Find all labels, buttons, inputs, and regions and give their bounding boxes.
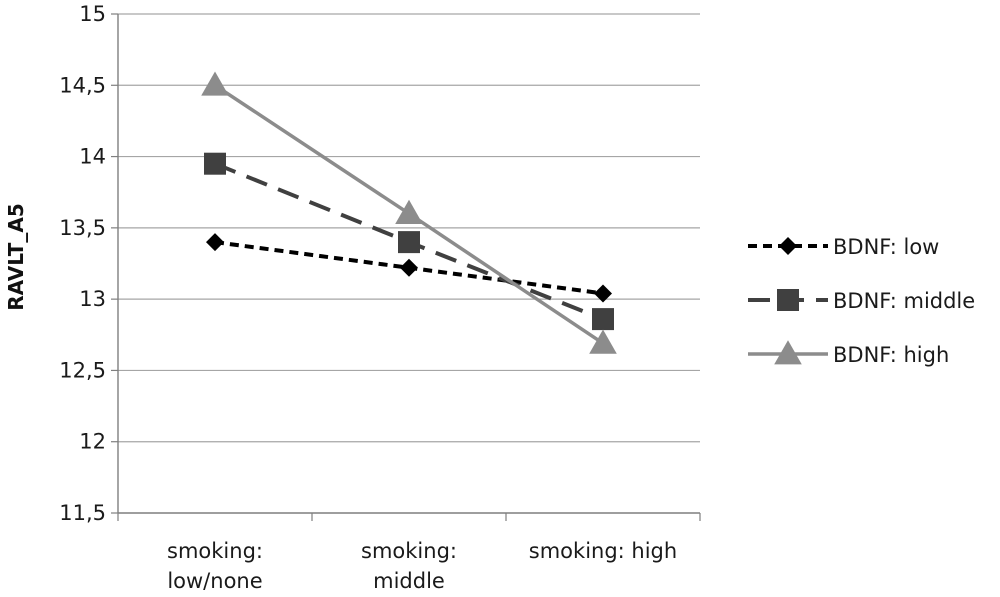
axes (111, 13, 701, 521)
y-tick-label: 13 (79, 287, 106, 311)
data-point (398, 231, 420, 254)
legend-item: BDNF: high (748, 340, 949, 367)
x-category-label: smoking: middle (361, 539, 457, 593)
y-tick-label: 15 (79, 2, 106, 26)
y-tick-label: 12 (79, 430, 106, 454)
gridlines (118, 13, 700, 443)
y-axis-label: RAVLT_A5 (4, 203, 28, 310)
legend: BDNF: low BDNF: middle BDNF: high (748, 235, 975, 367)
data-point (594, 284, 612, 303)
data-point (589, 329, 617, 354)
legend-label: BDNF: middle (833, 289, 975, 313)
y-tick-label: 11,5 (59, 501, 106, 525)
legend-label: BDNF: low (833, 235, 939, 259)
legend-item: BDNF: middle (748, 289, 975, 313)
data-point (592, 308, 614, 331)
data-point (395, 199, 423, 224)
x-category-label: smoking: low/none (167, 539, 263, 593)
data-point (201, 71, 229, 96)
data-point (204, 152, 226, 175)
legend-marker (774, 340, 802, 365)
y-tick-label: 14 (79, 145, 106, 169)
y-tick-labels: 11,5 12 12,5 13 13,5 14 14,5 15 (59, 2, 106, 525)
y-tick-label: 13,5 (59, 216, 106, 240)
series-square (204, 152, 614, 331)
y-tick-label: 14,5 (59, 73, 106, 97)
data-point (206, 233, 224, 252)
legend-marker (777, 289, 799, 311)
x-category-labels: smoking: low/none smoking: middle smoking: h… (167, 539, 677, 593)
legend-marker (779, 237, 797, 255)
legend-item: BDNF: low (748, 235, 939, 259)
series-triangle (201, 71, 617, 354)
x-category-label: smoking: high (529, 539, 677, 563)
series-group (201, 71, 617, 354)
data-point (400, 258, 418, 277)
legend-label: BDNF: high (833, 343, 949, 367)
y-tick-label: 12,5 (59, 358, 106, 382)
series-diamond (206, 233, 612, 303)
